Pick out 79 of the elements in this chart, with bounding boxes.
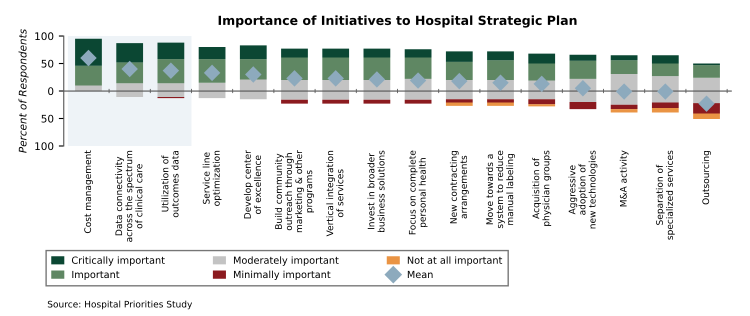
- bar: [528, 54, 556, 64]
- bar: [693, 65, 720, 78]
- x-tick-label: Move towards a system to reduce manual labeling: [486, 150, 515, 228]
- legend-label: Not at all important: [408, 256, 502, 266]
- bar: [570, 54, 596, 61]
- legend-label: Critically important: [72, 256, 165, 266]
- bar: [404, 100, 432, 104]
- bar: [487, 60, 514, 80]
- bar: [446, 51, 473, 62]
- bar: [446, 99, 473, 103]
- point: [657, 83, 674, 100]
- source-note: Source: Hospital Priorities Study: [48, 300, 192, 310]
- bar: [570, 60, 596, 79]
- legend-label: Minimally important: [234, 270, 330, 280]
- bar: [652, 108, 679, 112]
- point: [574, 80, 592, 96]
- x-tick-label: Utilization of outcomes data: [161, 150, 179, 218]
- point: [616, 83, 632, 100]
- x-tick-label: Service line optimization: [202, 150, 222, 206]
- bar: [404, 57, 432, 79]
- bar: [610, 55, 638, 60]
- bar: [322, 100, 350, 104]
- point: [533, 76, 550, 92]
- x-tick-label: Separation of specialized services: [656, 150, 675, 240]
- bar: [693, 114, 720, 120]
- point: [410, 72, 426, 89]
- legend-label: Moderately important: [234, 256, 339, 266]
- bar: [652, 102, 679, 108]
- point: [368, 71, 386, 88]
- bar: [487, 102, 514, 106]
- x-tick-label: Build community outreach through marketing & other programs: [274, 150, 314, 232]
- y-tick-label: 50: [42, 60, 54, 68]
- x-tick-label: Invest in broader business solutions: [367, 150, 385, 232]
- bar: [364, 100, 390, 104]
- bar: [364, 48, 390, 58]
- bar: [240, 45, 267, 60]
- bar: [528, 99, 556, 104]
- chart-title: Importance of Initiatives to Hospital Strategic Plan: [218, 15, 577, 28]
- bar: [116, 43, 144, 62]
- y-axis-title: Percent of Respondents: [18, 29, 29, 153]
- x-tick-label: Vertical integration of services: [326, 150, 344, 236]
- x-tick-label: Acquisition of physician groups: [532, 150, 552, 226]
- x-tick-label: Data connectivity across the spectrum of clinical care: [115, 150, 142, 242]
- bar: [404, 49, 432, 58]
- bar: [446, 102, 473, 106]
- x-tick-label: Cost management: [84, 150, 93, 234]
- x-tick-label: New contracting arrangements: [450, 150, 469, 224]
- x-tick-label: Outsourcing: [702, 150, 711, 204]
- x-tick-label: Aggressive adoption of new technologies: [568, 150, 598, 228]
- bar: [75, 86, 102, 92]
- x-tick-label: M&A activity: [620, 150, 628, 206]
- y-tick-label: 50: [42, 114, 54, 123]
- legend-label: Important: [72, 270, 120, 280]
- point: [698, 95, 715, 112]
- bar: [198, 47, 226, 60]
- bar: [75, 66, 102, 86]
- y-tick-label: 0: [48, 87, 54, 96]
- bar: [281, 100, 308, 104]
- point: [492, 74, 509, 91]
- y-tick-label: 100: [35, 142, 54, 150]
- bar: [528, 64, 556, 81]
- bar: [652, 55, 679, 64]
- x-tick-label: Focus on complete personal health: [408, 150, 428, 234]
- point: [451, 72, 468, 90]
- bar: [570, 102, 596, 110]
- bar: [281, 48, 308, 58]
- legend-label: Mean: [408, 270, 433, 278]
- point: [286, 70, 303, 87]
- y-tick-label: 100: [35, 32, 54, 40]
- bar: [322, 48, 350, 58]
- point: [327, 70, 344, 87]
- bar: [610, 109, 638, 112]
- bar: [157, 42, 184, 60]
- bar: [610, 60, 638, 74]
- bar: [487, 51, 514, 60]
- x-tick-label: Develop center of excellence: [244, 150, 261, 218]
- bar: [487, 99, 514, 103]
- bar: [652, 64, 679, 76]
- bar: [610, 104, 638, 110]
